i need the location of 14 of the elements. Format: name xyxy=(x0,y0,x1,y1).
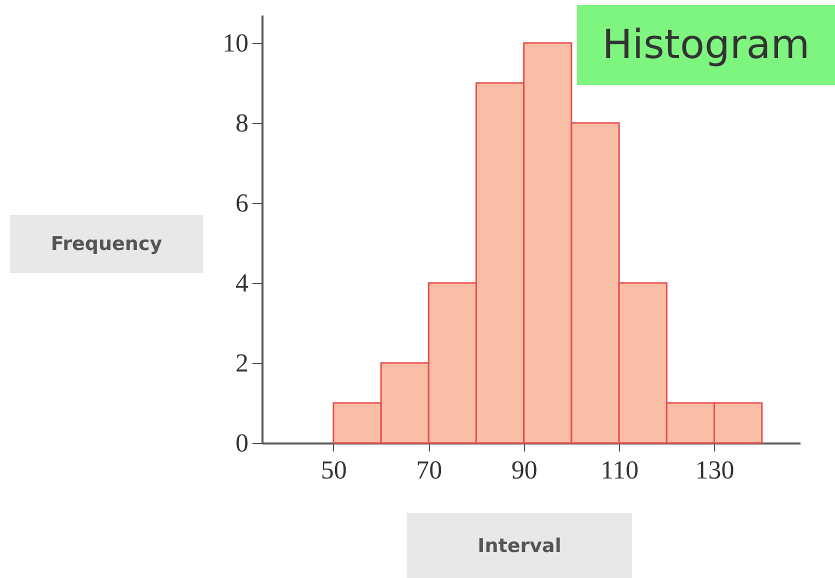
y-tick-label: 10 xyxy=(222,28,248,58)
y-tick-label: 4 xyxy=(236,268,248,298)
y-tick-label: 8 xyxy=(236,108,248,138)
chart-title: Histogram xyxy=(577,5,835,85)
x-tick-label: 110 xyxy=(600,456,639,484)
y-tick-label: 6 xyxy=(236,188,248,218)
y-axis-title: Frequency xyxy=(10,215,203,273)
x-axis-title: Interval xyxy=(407,513,632,578)
x-tick-label: 70 xyxy=(416,456,442,484)
x-tick-label: 130 xyxy=(695,456,734,484)
y-tick-label: 0 xyxy=(236,428,248,458)
x-tick-label: 50 xyxy=(320,456,347,484)
y-tick-label: 2 xyxy=(236,348,248,378)
x-tick-label: 90 xyxy=(511,456,538,484)
